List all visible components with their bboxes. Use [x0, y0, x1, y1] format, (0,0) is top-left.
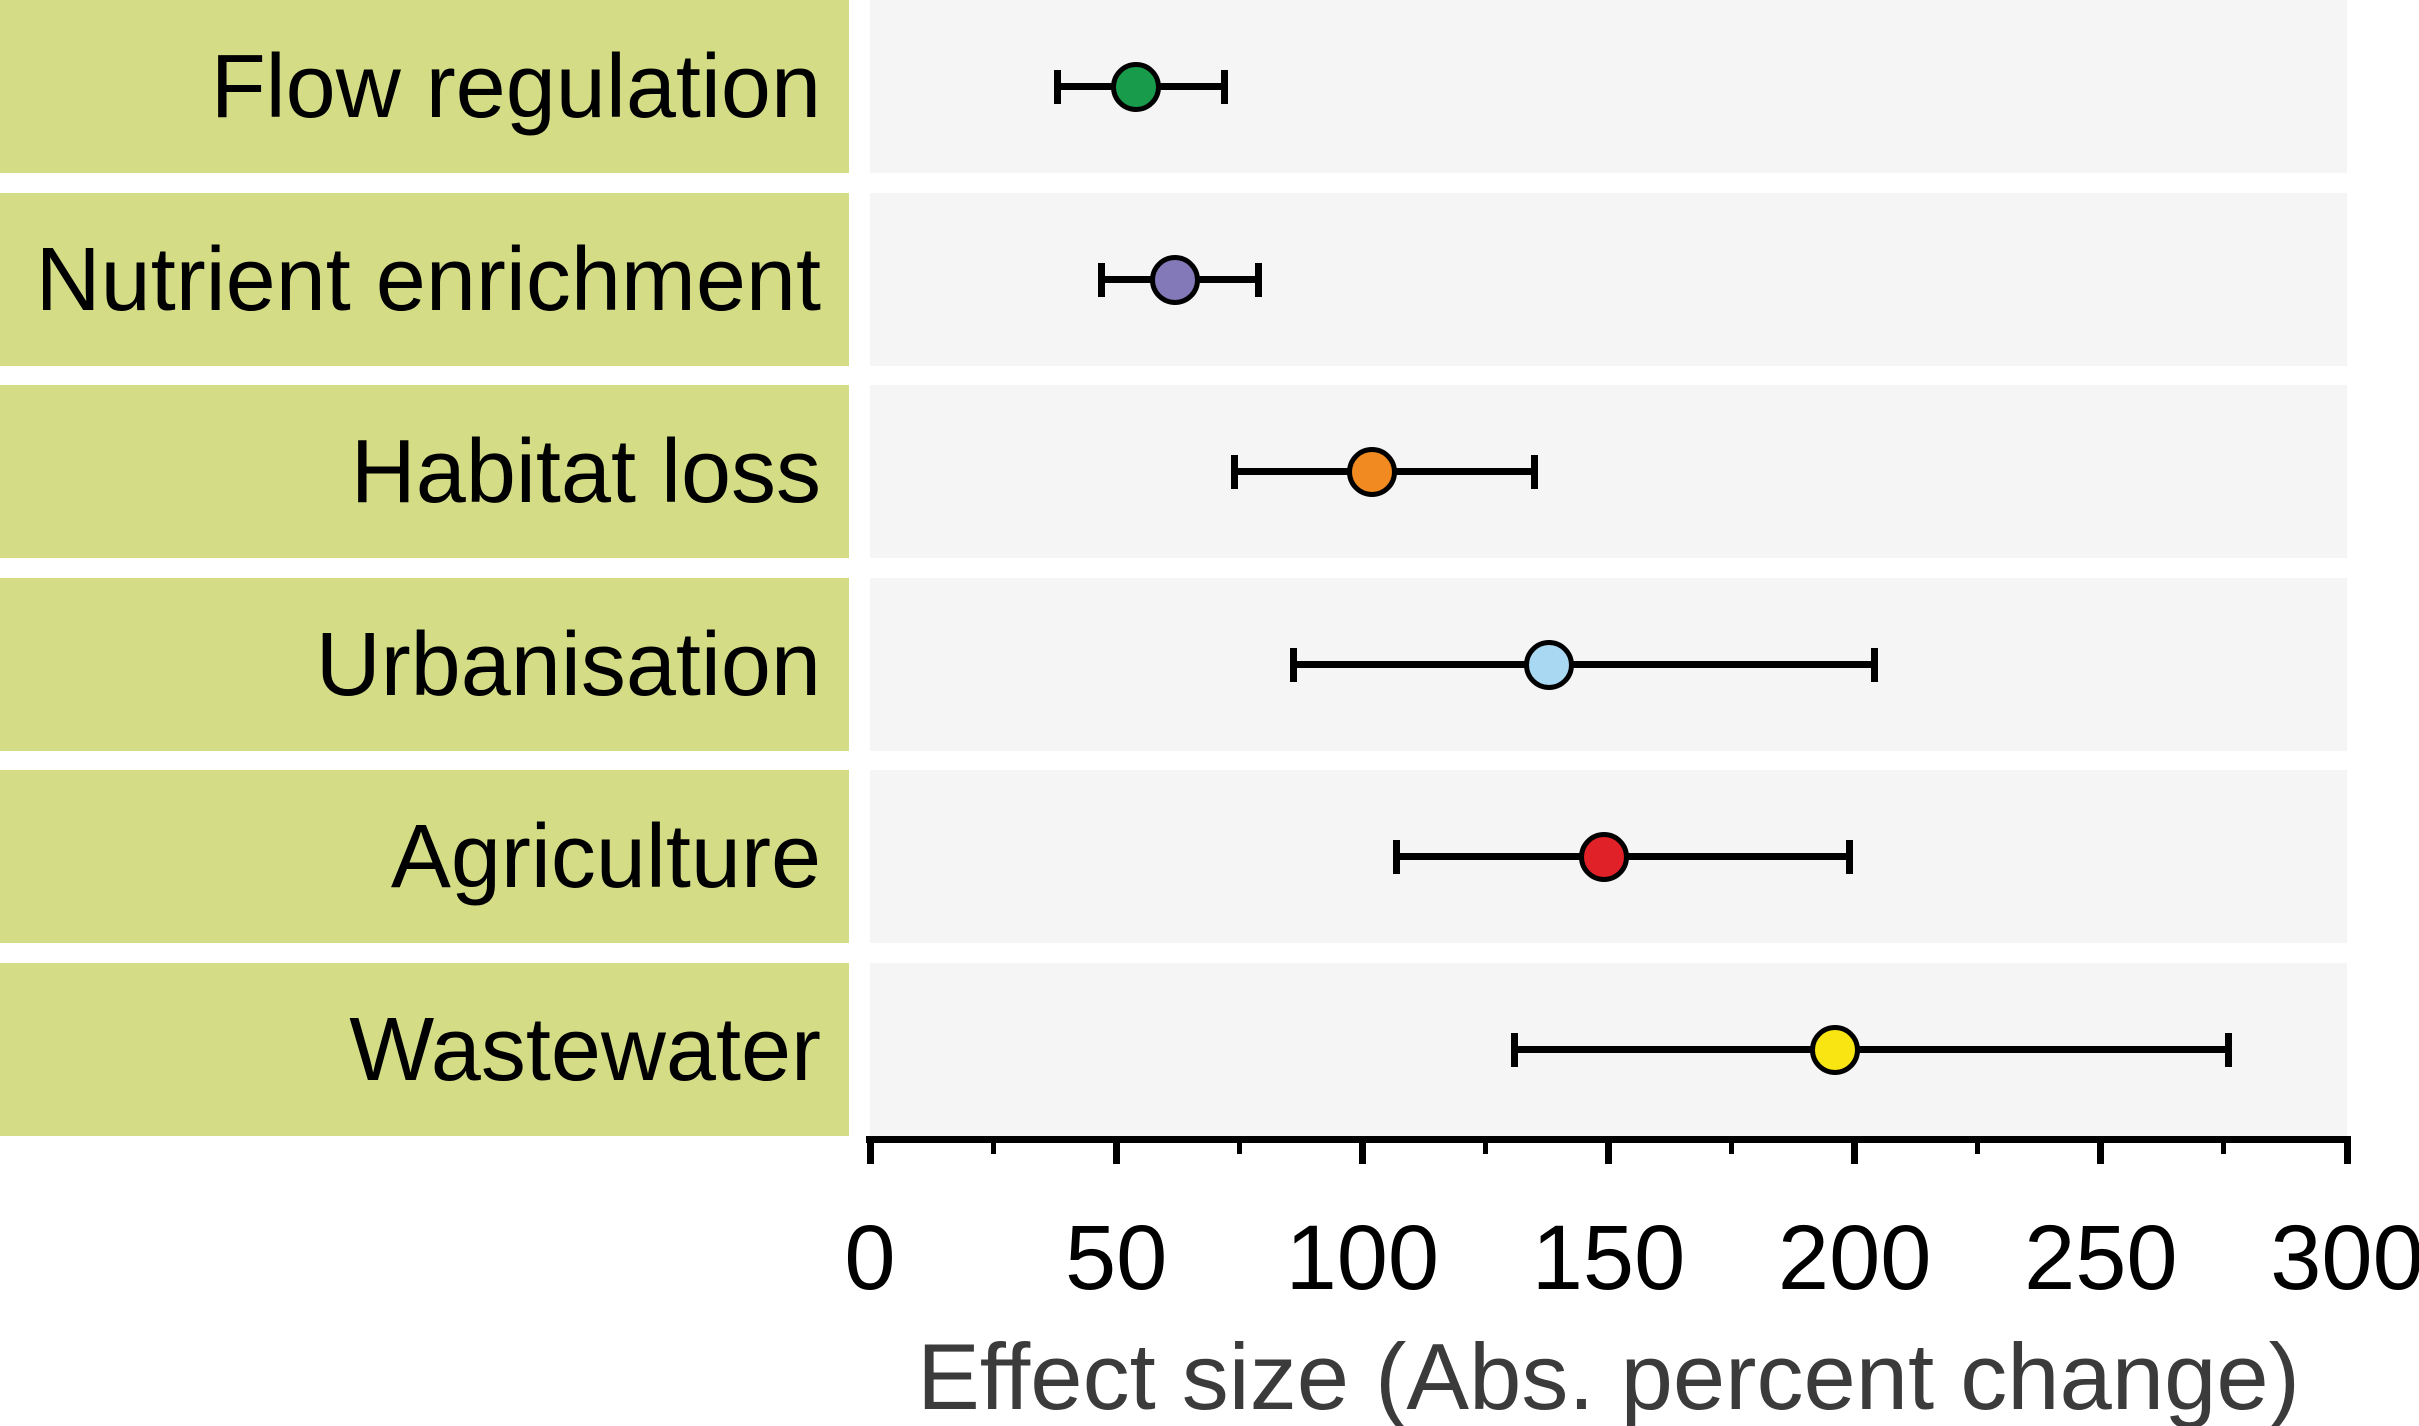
error-bar-cap-low: [1511, 1032, 1519, 1067]
x-axis-tick-label: 50: [1064, 1207, 1168, 1309]
x-axis-minor-tick: [1236, 1143, 1242, 1154]
x-axis-major-tick: [1358, 1143, 1366, 1164]
category-label: Agriculture: [390, 806, 821, 907]
category-band: Wastewater: [0, 963, 849, 1136]
category-band: Urbanisation: [0, 578, 849, 751]
category-band: Nutrient enrichment: [0, 193, 849, 366]
category-label: Wastewater: [349, 999, 821, 1100]
x-axis-tick-label: 250: [2024, 1207, 2178, 1309]
error-bar-cap-high: [1531, 454, 1539, 489]
error-bar-cap-low: [1097, 262, 1105, 297]
x-axis-major-tick: [2343, 1143, 2351, 1164]
x-axis-tick-label: 300: [2270, 1207, 2419, 1309]
error-bar-line: [1293, 661, 1875, 668]
x-axis-major-tick: [1112, 1143, 1120, 1164]
x-axis-minor-tick: [1975, 1143, 1981, 1154]
category-band: Agriculture: [0, 770, 849, 943]
x-axis-tick-label: 100: [1285, 1207, 1440, 1309]
x-axis-major-tick: [866, 1143, 874, 1164]
category-label: Flow regulation: [210, 36, 821, 137]
effect-size-dot: [1809, 1024, 1860, 1075]
error-bar-cap-low: [1393, 839, 1401, 874]
x-axis-title: Effect size (Abs. percent change): [917, 1324, 2300, 1426]
category-label: Nutrient enrichment: [35, 229, 821, 330]
effect-size-dot: [1150, 254, 1201, 305]
x-axis-minor-tick: [2221, 1143, 2227, 1154]
category-band: Habitat loss: [0, 385, 849, 558]
x-axis-tick-label: 0: [844, 1207, 896, 1309]
x-axis-line: [866, 1136, 2351, 1143]
error-bar-cap-high: [1255, 262, 1263, 297]
category-label: Habitat loss: [350, 421, 821, 522]
effect-size-dot: [1347, 446, 1398, 497]
x-axis-major-tick: [1851, 1143, 1859, 1164]
error-bar-cap-low: [1289, 647, 1297, 682]
plot-panel: [870, 193, 2347, 366]
x-axis-minor-tick: [990, 1143, 996, 1154]
error-bar-cap-high: [2225, 1032, 2233, 1067]
x-axis-major-tick: [1605, 1143, 1612, 1164]
error-bar-cap-high: [1846, 839, 1854, 874]
error-bar-cap-high: [1870, 647, 1878, 682]
x-axis-tick-label: 150: [1531, 1207, 1686, 1309]
error-bar-cap-low: [1230, 454, 1238, 489]
category-label: Urbanisation: [315, 614, 821, 715]
x-axis-minor-tick: [1729, 1143, 1735, 1154]
effect-size-dot: [1524, 639, 1575, 690]
error-bar-line: [1514, 1046, 2229, 1053]
category-band: Flow regulation: [0, 0, 849, 173]
error-bar-cap-low: [1053, 69, 1061, 104]
error-bar-cap-high: [1220, 69, 1228, 104]
effect-size-dot: [1110, 61, 1161, 112]
x-axis-major-tick: [2097, 1143, 2105, 1164]
x-axis-minor-tick: [1482, 1143, 1488, 1154]
plot-panel: [870, 385, 2347, 558]
x-axis-tick-label: 200: [1777, 1207, 1932, 1309]
effect-size-dot: [1578, 831, 1629, 882]
